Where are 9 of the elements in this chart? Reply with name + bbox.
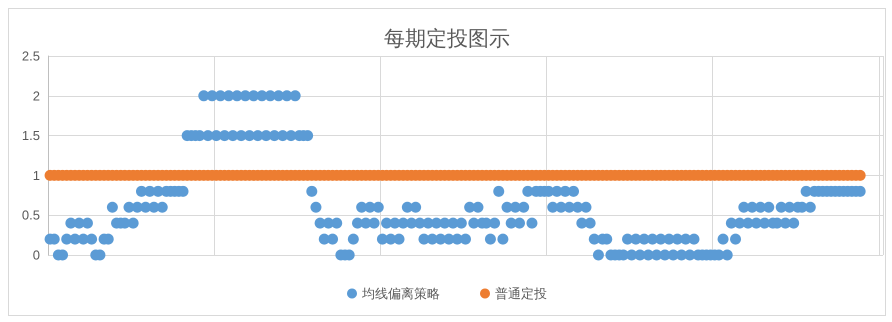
- y-tick-label: 0: [32, 248, 40, 262]
- legend-label: 均线偏离策略: [361, 286, 440, 301]
- y-tick-label: 2: [32, 88, 40, 104]
- legend-label: 普通定投: [495, 286, 547, 301]
- y-tick-label: 1: [32, 168, 40, 183]
- y-tick-label: 0.5: [22, 208, 40, 223]
- chart-title: 每期定投图示: [384, 26, 510, 50]
- y-tick-label: 2.5: [22, 48, 40, 64]
- y-tick-label: 1.5: [22, 128, 40, 144]
